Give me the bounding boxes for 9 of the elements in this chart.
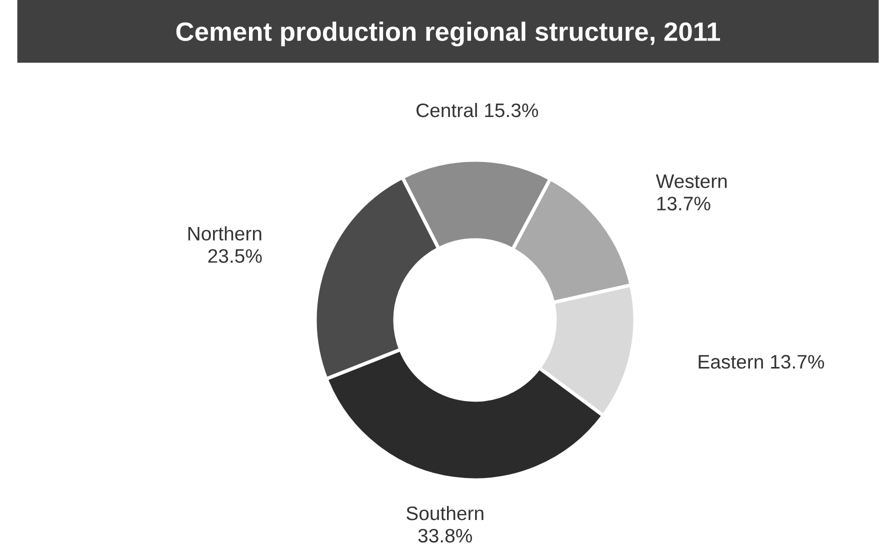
data-label: 33.8% <box>418 528 472 543</box>
slice-label: Eastern 13.7% <box>698 354 824 369</box>
data-label: 23.5% <box>208 249 262 263</box>
slice-label: Southern <box>406 506 484 520</box>
slice-label: Central 15.3% <box>416 102 538 118</box>
slice-label: Northern <box>188 226 262 241</box>
slice-label: Western <box>656 174 727 188</box>
chart-title: Cement production regional structure, 2011 <box>176 22 720 46</box>
data-label: 13.7% <box>657 196 710 210</box>
